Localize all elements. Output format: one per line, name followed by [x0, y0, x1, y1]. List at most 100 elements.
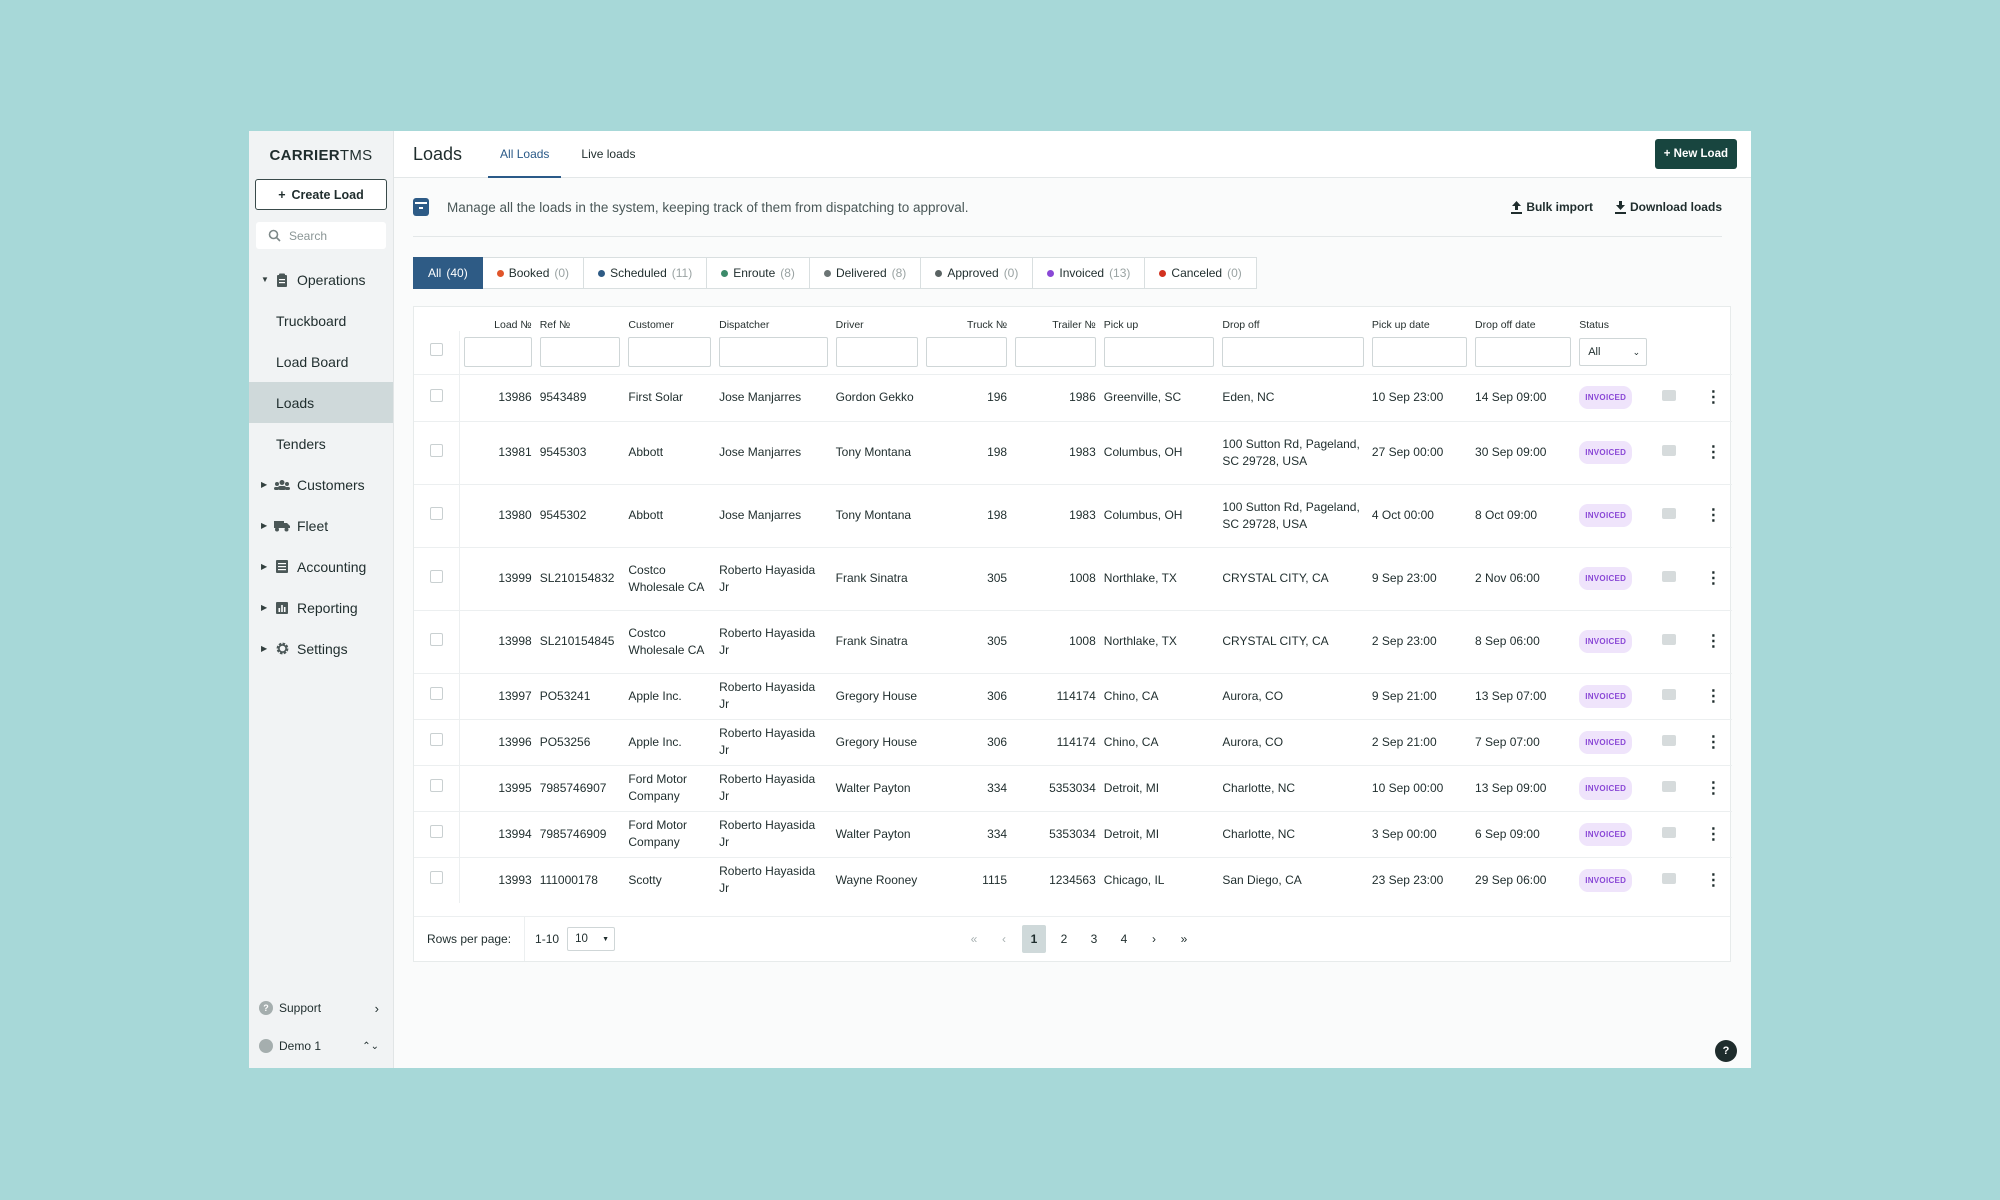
table-row[interactable]: 13997 PO53241 Apple Inc. Roberto Hayasida J…: [414, 672, 1732, 719]
more-vertical-icon[interactable]: ⋮: [1705, 687, 1722, 705]
rows-per-page-select[interactable]: 10 ▼: [567, 927, 616, 951]
comment-icon[interactable]: [1661, 872, 1676, 884]
filter-all[interactable]: All (40): [413, 257, 483, 289]
table-row[interactable]: 13996 PO53256 Apple Inc. Roberto Hayasida J…: [414, 718, 1732, 765]
comment-icon[interactable]: [1661, 508, 1676, 519]
filter-pickup-input[interactable]: [1103, 337, 1215, 368]
comment-icon[interactable]: [1661, 445, 1676, 456]
page-button[interactable]: 1: [1022, 925, 1046, 953]
filter-delivered[interactable]: Delivered (8): [809, 257, 922, 289]
filter-canceled[interactable]: Canceled (0): [1145, 257, 1257, 289]
sidebar-item-tenders[interactable]: Tenders: [276, 435, 326, 452]
row-checkbox[interactable]: [429, 733, 443, 746]
table-row[interactable]: 13981 9545303 Abbott Jose Manjarres Tony Mon…: [414, 420, 1732, 484]
row-checkbox[interactable]: [429, 779, 443, 792]
sidebar-item-load-board[interactable]: Load Board: [276, 353, 349, 370]
filter-scheduled[interactable]: Scheduled (11): [584, 257, 708, 289]
filter-invoiced[interactable]: Invoiced (13): [1033, 257, 1146, 289]
header-trailer-no[interactable]: Trailer №: [1052, 319, 1096, 331]
row-checkbox[interactable]: [429, 388, 443, 402]
filter-booked[interactable]: Booked (0): [482, 257, 585, 289]
more-vertical-icon[interactable]: ⋮: [1705, 570, 1722, 587]
sidebar-item-reporting[interactable]: ▶ Reporting: [249, 587, 393, 628]
header-customer[interactable]: Customer: [628, 319, 674, 331]
filter-approved[interactable]: Approved (0): [921, 257, 1034, 289]
table-row[interactable]: 13995 7985746907 Ford Motor Company Roberto…: [414, 764, 1732, 811]
filter-dropoff-date-input[interactable]: [1475, 337, 1572, 368]
row-checkbox[interactable]: [429, 569, 443, 583]
sidebar-item-accounting[interactable]: ▶ Accounting: [249, 546, 393, 587]
filter-pickup-date-input[interactable]: [1371, 337, 1468, 368]
app-logo[interactable]: CARRIER TMS: [249, 131, 393, 179]
row-checkbox[interactable]: [429, 443, 443, 457]
header-driver[interactable]: Driver: [835, 319, 864, 331]
more-vertical-icon[interactable]: ⋮: [1705, 507, 1722, 524]
header-ref-no[interactable]: Ref №: [539, 319, 571, 331]
bulk-import-button[interactable]: Bulk import: [1511, 200, 1593, 214]
filter-trailer-no-input[interactable]: [1015, 337, 1096, 368]
more-vertical-icon[interactable]: ⋮: [1705, 825, 1722, 843]
page-button[interactable]: 2: [1060, 932, 1068, 946]
create-load-button[interactable]: + Create Load: [255, 179, 387, 210]
table-row[interactable]: 13980 9545302 Abbott Jose Manjarres Tony Mon…: [414, 483, 1732, 547]
filter-customer-input[interactable]: [628, 337, 712, 368]
comment-icon[interactable]: [1661, 571, 1676, 582]
filter-load-no-input[interactable]: [463, 337, 532, 368]
table-row[interactable]: 13986 9543489 First Solar Jose Manjarres Gor…: [414, 373, 1732, 421]
more-vertical-icon[interactable]: ⋮: [1705, 444, 1722, 461]
header-dispatcher[interactable]: Dispatcher: [719, 319, 770, 331]
more-vertical-icon[interactable]: ⋮: [1705, 779, 1722, 797]
row-checkbox[interactable]: [429, 871, 443, 885]
header-pickup-date[interactable]: Pick up date: [1371, 319, 1430, 331]
filter-dropoff-input[interactable]: [1222, 337, 1364, 368]
more-vertical-icon[interactable]: ⋮: [1705, 871, 1722, 889]
sidebar-item-customers[interactable]: ▶ Customers: [249, 464, 393, 505]
page-button[interactable]: 3: [1090, 932, 1098, 946]
row-checkbox[interactable]: [429, 632, 443, 646]
sidebar-item-settings[interactable]: ▶ Settings: [249, 628, 393, 669]
new-load-button[interactable]: + New Load: [1654, 139, 1737, 169]
more-vertical-icon[interactable]: ⋮: [1705, 633, 1722, 650]
filter-enroute[interactable]: Enroute (8): [707, 257, 810, 289]
sidebar-item-truckboard[interactable]: Truckboard: [276, 312, 347, 329]
filter-driver-input[interactable]: [835, 337, 919, 368]
table-row[interactable]: 13993 111000178 Scotty Roberto Hayasida Jr W…: [414, 856, 1732, 903]
tab-live-loads[interactable]: Live loads: [581, 147, 636, 161]
row-checkbox[interactable]: [429, 687, 443, 700]
sidebar-item-operations[interactable]: ▼ Operations: [249, 259, 393, 300]
header-dropoff-date[interactable]: Drop off date: [1475, 319, 1536, 331]
next-page-button[interactable]: ›: [1152, 932, 1156, 946]
row-checkbox[interactable]: [429, 825, 443, 838]
sidebar-item-fleet[interactable]: ▶ Fleet: [249, 505, 393, 546]
user-switcher[interactable]: Demo 1 ⌃⌄: [249, 1027, 393, 1065]
more-vertical-icon[interactable]: ⋮: [1705, 389, 1722, 406]
select-all-checkbox[interactable]: [429, 343, 443, 357]
table-row[interactable]: 13999 SL210154832 Costco Wholesale CA Rober…: [414, 546, 1732, 610]
last-page-button[interactable]: »: [1180, 932, 1188, 946]
sidebar-search-input[interactable]: Search: [256, 222, 386, 249]
header-dropoff[interactable]: Drop off: [1222, 319, 1260, 331]
header-status[interactable]: Status: [1579, 319, 1609, 331]
table-row[interactable]: 13998 SL210154845 Costco Wholesale CA Rober…: [414, 609, 1732, 673]
comment-icon[interactable]: [1661, 390, 1676, 401]
comment-icon[interactable]: [1661, 688, 1676, 700]
support-item[interactable]: ? Support ›: [249, 989, 393, 1027]
comment-icon[interactable]: [1661, 826, 1676, 838]
status-filter-select[interactable]: All ⌄: [1579, 338, 1648, 367]
comment-icon[interactable]: [1661, 734, 1676, 746]
help-button[interactable]: ?: [1715, 1040, 1737, 1062]
header-truck-no[interactable]: Truck №: [967, 319, 1008, 331]
header-load-no[interactable]: Load №: [494, 319, 532, 331]
table-row[interactable]: 13994 7985746909 Ford Motor Company Roberto…: [414, 810, 1732, 857]
filter-dispatcher-input[interactable]: [719, 337, 828, 368]
filter-ref-no-input[interactable]: [539, 337, 621, 368]
sidebar-item-loads[interactable]: Loads: [249, 382, 393, 423]
first-page-button[interactable]: «: [970, 932, 978, 946]
comment-icon[interactable]: [1661, 780, 1676, 792]
row-checkbox[interactable]: [429, 506, 443, 520]
tab-all-loads[interactable]: All Loads: [488, 131, 562, 178]
prev-page-button[interactable]: ‹: [1002, 932, 1006, 946]
comment-icon[interactable]: [1661, 634, 1676, 645]
more-vertical-icon[interactable]: ⋮: [1705, 733, 1722, 751]
page-button[interactable]: 4: [1120, 932, 1128, 946]
